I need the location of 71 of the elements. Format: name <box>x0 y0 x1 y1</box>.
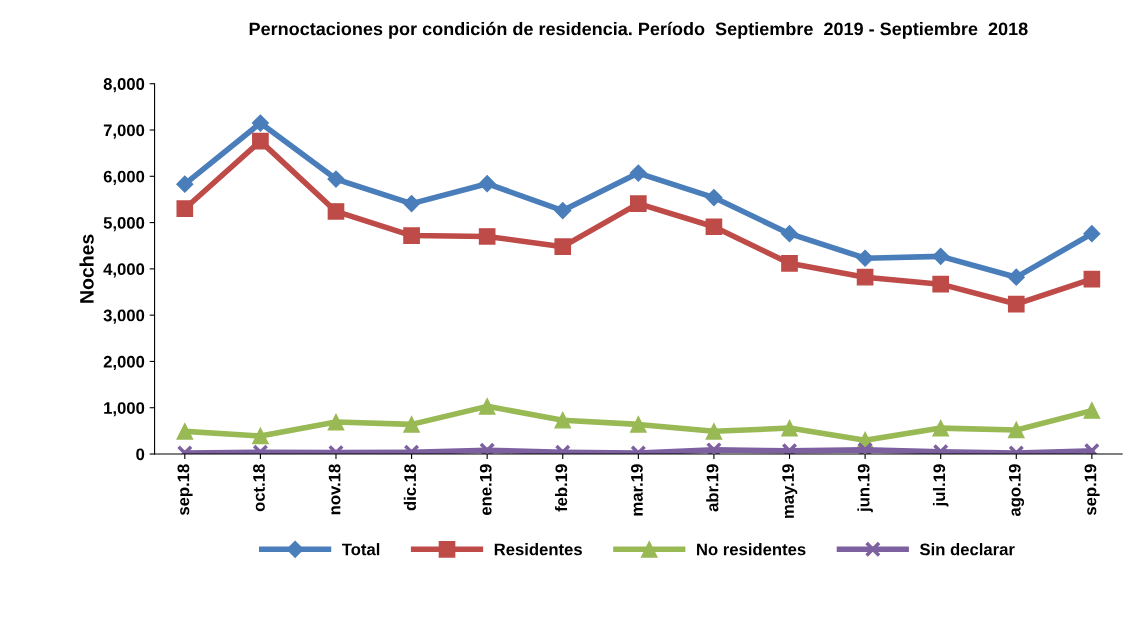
point <box>781 254 798 272</box>
point <box>1007 295 1025 313</box>
y-tick-label: 3,000 <box>103 309 145 324</box>
x-tick-label: sep.18 <box>177 464 193 516</box>
y-tick-label: 0 <box>136 448 145 461</box>
legend-label: No residentes <box>697 543 806 556</box>
point <box>856 249 874 267</box>
point <box>932 275 950 293</box>
point <box>554 201 572 220</box>
point <box>857 441 874 455</box>
legend-label: Residentes <box>494 543 582 556</box>
point <box>1083 225 1101 243</box>
y-axis-title: Noches <box>79 234 94 303</box>
x-tick-label: dic.18 <box>403 464 417 511</box>
point <box>705 441 722 455</box>
y-tick-label: 1,000 <box>104 402 145 417</box>
point <box>1083 402 1101 419</box>
point <box>1007 421 1025 439</box>
x-tick-label: jul.19 <box>932 464 949 507</box>
x-tick-label: feb.19 <box>554 464 568 512</box>
point <box>856 268 874 286</box>
point <box>781 442 798 455</box>
x-tick-label: mar.19 <box>631 464 643 516</box>
point <box>403 195 421 213</box>
point <box>176 200 194 218</box>
point <box>780 225 799 243</box>
point <box>554 411 572 429</box>
point <box>932 247 950 265</box>
point <box>252 132 269 150</box>
y-tick-label: 7,000 <box>103 124 145 139</box>
point <box>629 164 647 182</box>
point <box>1083 270 1101 288</box>
point <box>554 238 572 255</box>
legend-label: Sin declarar <box>919 543 1015 556</box>
x-tick-label: ago.19 <box>1008 464 1025 517</box>
y-tick-label: 5,000 <box>103 216 145 232</box>
point <box>478 398 496 415</box>
y-tick-label: 6,000 <box>103 170 145 185</box>
point <box>630 416 647 433</box>
point <box>176 175 194 193</box>
x-tick-label: ene.19 <box>479 464 492 515</box>
point <box>705 189 723 207</box>
y-tick-label: 2,000 <box>103 355 145 371</box>
point <box>478 175 496 193</box>
x-tick-label: oct.18 <box>253 464 265 512</box>
point <box>251 114 269 132</box>
legend-label: Total <box>341 543 380 556</box>
point <box>479 442 496 455</box>
y-tick-label: 8,000 <box>103 78 145 93</box>
point <box>403 416 420 433</box>
point <box>327 170 345 188</box>
point <box>705 218 723 236</box>
point <box>1083 442 1100 455</box>
x-tick-label: jun.19 <box>857 464 873 513</box>
point <box>630 195 647 212</box>
x-tick-label: abr.19 <box>706 464 719 512</box>
point <box>327 203 345 220</box>
point <box>176 423 194 440</box>
point <box>932 419 950 437</box>
point <box>1007 268 1025 286</box>
point <box>327 413 345 431</box>
point <box>403 227 420 244</box>
chart-title: Pernoctaciones por condición de residencia. Período Septiembre 2019 - Septiembre 2018 <box>249 21 1028 39</box>
point <box>781 419 798 437</box>
point <box>478 228 496 245</box>
point <box>252 427 269 445</box>
x-tick-label: may.19 <box>782 464 798 518</box>
y-tick-label: 4,000 <box>103 263 145 278</box>
point <box>705 423 723 440</box>
x-tick-label: nov.18 <box>328 464 341 515</box>
x-tick-label: sep.19 <box>1084 464 1100 516</box>
